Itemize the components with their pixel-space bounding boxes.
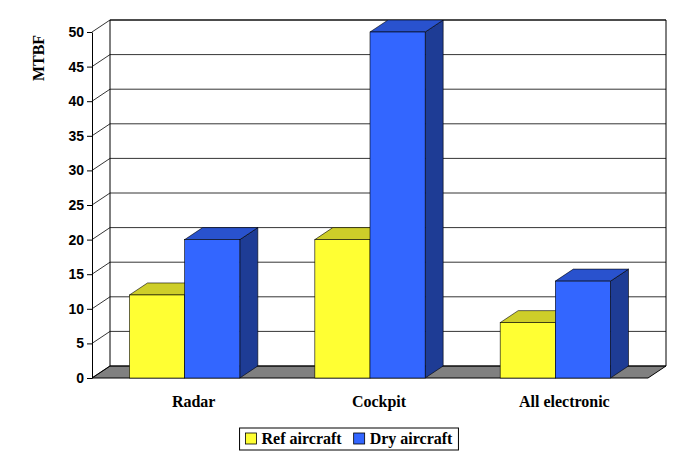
- legend-swatch: [246, 433, 257, 444]
- grid-line: [92, 20, 666, 32]
- y-tick-label: 25: [68, 197, 84, 213]
- y-tick: 10: [68, 301, 92, 317]
- bar-3d: [555, 269, 628, 378]
- y-tick-mark: [87, 343, 92, 344]
- y-tick: 0: [76, 370, 92, 386]
- y-tick: 15: [68, 266, 92, 282]
- bar-side: [425, 20, 443, 378]
- y-tick-mark: [87, 240, 92, 241]
- bar: [185, 240, 240, 378]
- legend-swatch: [354, 433, 365, 444]
- y-tick-label: 40: [68, 93, 84, 109]
- y-axis-line: [92, 33, 93, 379]
- legend: Ref aircraft Dry aircraft: [240, 428, 459, 450]
- x-axis-line: [102, 378, 658, 379]
- x-axis: Radar Cockpit All electronic: [102, 378, 658, 411]
- y-tick-mark: [87, 274, 92, 275]
- y-tick-mark: [87, 32, 92, 33]
- y-tick-label: 5: [76, 335, 84, 351]
- legend-item: Ref aircraft: [246, 430, 343, 447]
- y-tick: 20: [68, 232, 92, 248]
- y-tick-label: 50: [68, 24, 84, 40]
- legend-label: Ref aircraft: [262, 430, 343, 447]
- legend-item: Dry aircraft: [354, 430, 453, 448]
- bar-top: [555, 269, 628, 281]
- y-tick-label: 45: [68, 59, 84, 75]
- y-tick-label: 30: [68, 162, 84, 178]
- bar-top: [185, 228, 258, 240]
- y-tick-mark: [87, 67, 92, 68]
- y-tick: 35: [68, 128, 92, 144]
- y-tick: 5: [76, 335, 92, 351]
- bar-3d: [185, 228, 258, 378]
- y-tick-mark: [87, 205, 92, 206]
- x-tick-label: All electronic: [519, 393, 610, 410]
- y-tick: 25: [68, 197, 92, 213]
- bar-3d: [370, 20, 443, 378]
- y-tick-label: 10: [68, 301, 84, 317]
- y-tick-mark: [87, 170, 92, 171]
- bar: [130, 295, 185, 378]
- legend-label: Dry aircraft: [370, 430, 453, 448]
- x-tick: All electronic: [519, 378, 610, 410]
- chart: 0 5 10 15 20 25 30 35 40 45 50 Radar Cockpit All elec…: [0, 0, 698, 471]
- bar-side: [610, 269, 628, 378]
- x-tick: Cockpit: [352, 378, 407, 411]
- bar-top: [370, 20, 443, 32]
- y-tick-mark: [87, 378, 92, 379]
- y-tick: 30: [68, 162, 92, 178]
- bar: [370, 32, 425, 378]
- y-tick-label: 0: [76, 370, 84, 386]
- y-axis-title: MTBF: [30, 35, 47, 81]
- bars: [130, 20, 629, 378]
- y-tick: 40: [68, 93, 92, 109]
- x-tick-label: Radar: [172, 393, 216, 410]
- bar: [500, 323, 555, 378]
- bar-side: [240, 228, 258, 378]
- y-tick-label: 35: [68, 128, 84, 144]
- x-tick-label: Cockpit: [352, 393, 407, 411]
- bar: [555, 281, 610, 378]
- legend-box: [240, 428, 459, 450]
- y-tick-mark: [87, 136, 92, 137]
- y-tick-mark: [87, 101, 92, 102]
- y-tick-label: 20: [68, 232, 84, 248]
- y-tick: 50: [68, 24, 92, 40]
- y-tick: 45: [68, 59, 92, 75]
- x-tick: Radar: [172, 378, 216, 410]
- y-axis: 0 5 10 15 20 25 30 35 40 45 50: [68, 24, 92, 386]
- y-tick-mark: [87, 309, 92, 310]
- grid: [92, 20, 666, 378]
- bar: [315, 240, 370, 378]
- y-tick-label: 15: [68, 266, 84, 282]
